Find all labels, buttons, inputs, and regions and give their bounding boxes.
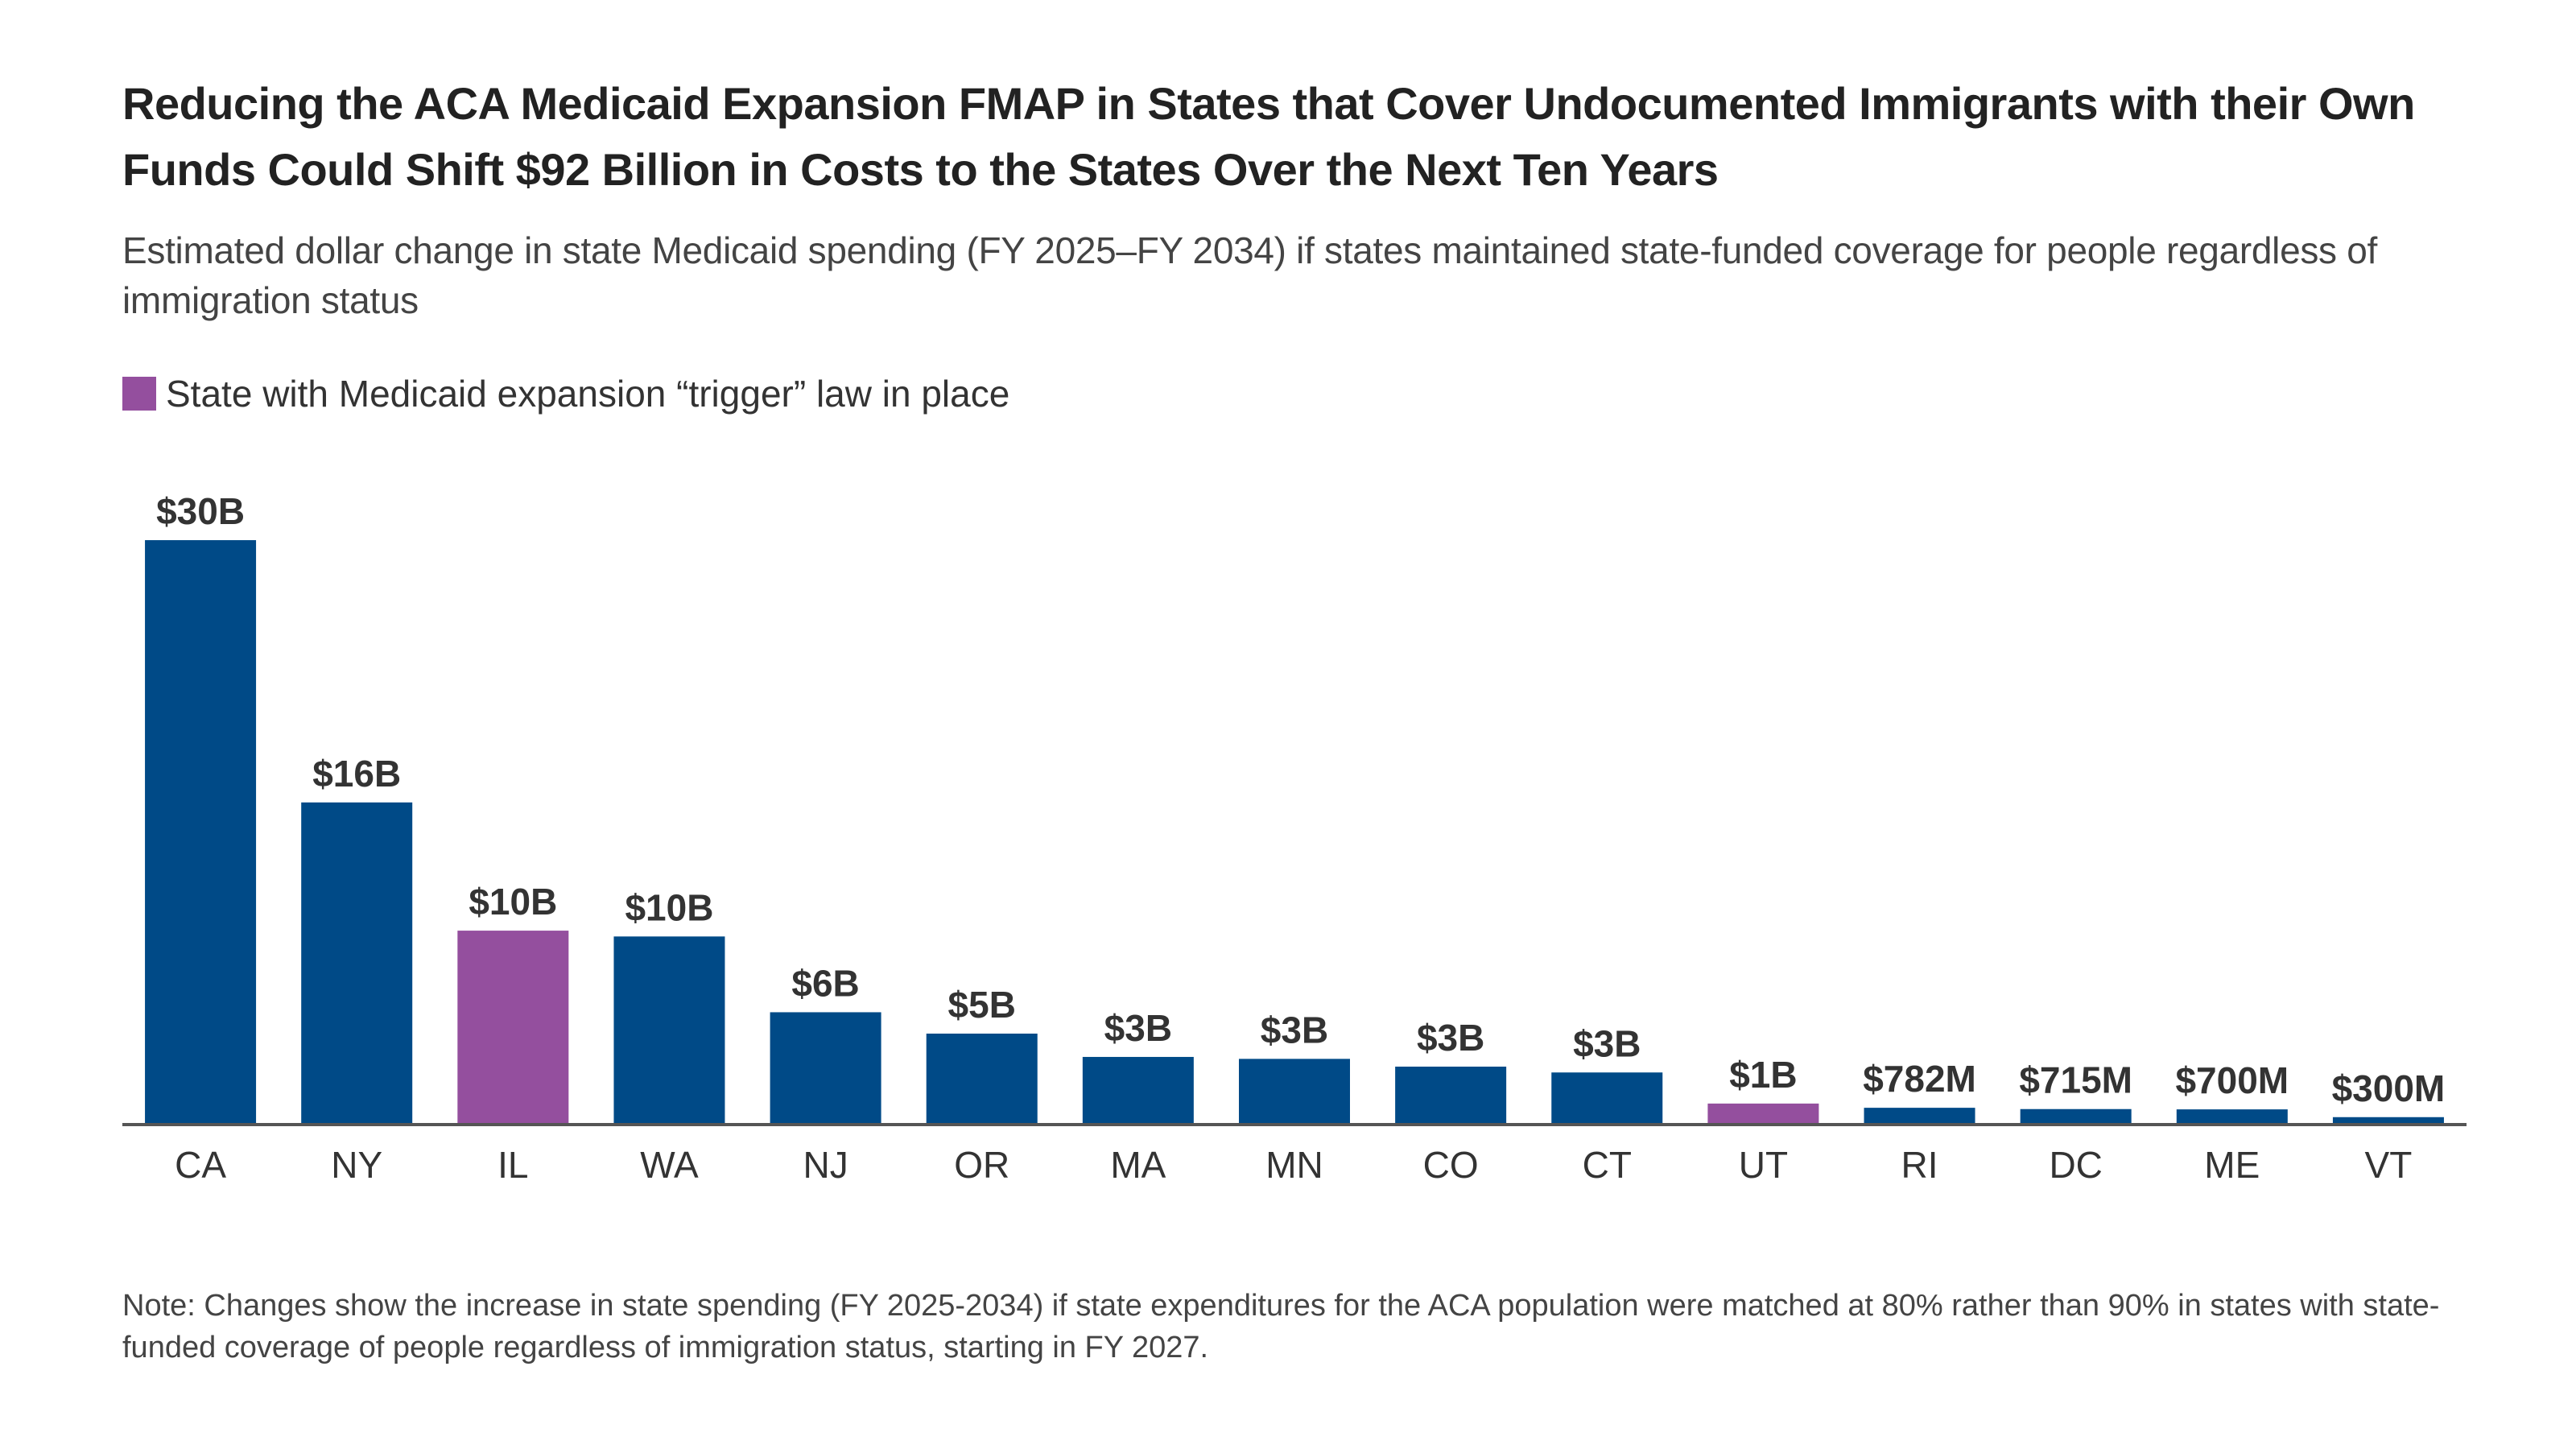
data-label-ma: $3B xyxy=(1104,1007,1172,1049)
x-tick-label-mn: MN xyxy=(1265,1144,1323,1186)
data-label-ct: $3B xyxy=(1573,1022,1641,1064)
x-tick-label-or: OR xyxy=(954,1144,1009,1186)
data-label-nj: $6B xyxy=(791,962,859,1004)
bar-vt xyxy=(2332,1117,2444,1123)
bar-me xyxy=(2176,1109,2288,1123)
x-tick-label-il: IL xyxy=(497,1144,528,1186)
x-tick-label-co: CO xyxy=(1423,1144,1479,1186)
data-label-or: $5B xyxy=(948,984,1016,1026)
chart-title: Reducing the ACA Medicaid Expansion FMAP… xyxy=(122,78,2415,195)
data-label-wa: $10B xyxy=(625,886,713,928)
x-tick-label-vt: VT xyxy=(2365,1144,2413,1186)
bar-dc xyxy=(2020,1108,2132,1123)
bar-ri xyxy=(1864,1108,1975,1123)
data-label-ny: $16B xyxy=(312,753,401,795)
chart-note: Note: Changes show the increase in state… xyxy=(122,1289,2440,1364)
bar-or xyxy=(926,1033,1038,1123)
bar-ut xyxy=(1707,1103,1819,1123)
data-label-co: $3B xyxy=(1417,1017,1484,1059)
x-tick-label-ct: CT xyxy=(1583,1144,1632,1186)
bar-nj xyxy=(770,1012,881,1123)
data-label-dc: $715M xyxy=(2019,1059,2132,1101)
data-label-mn: $3B xyxy=(1261,1009,1328,1051)
data-label-ri: $782M xyxy=(1863,1058,1976,1100)
bar-mn xyxy=(1239,1059,1350,1123)
bar-il xyxy=(457,931,569,1123)
data-label-il: $10B xyxy=(469,881,557,923)
x-tick-label-me: ME xyxy=(2204,1144,2260,1186)
data-label-ca: $30B xyxy=(156,490,245,532)
x-tick-label-wa: WA xyxy=(640,1144,699,1186)
x-tick-label-nj: NJ xyxy=(803,1144,848,1186)
legend-label-trigger: State with Medicaid expansion “trigger” … xyxy=(166,373,1010,415)
data-label-ut: $1B xyxy=(1729,1054,1797,1096)
data-label-vt: $300M xyxy=(2332,1067,2446,1109)
x-tick-label-ri: RI xyxy=(1901,1144,1938,1186)
x-tick-label-ca: CA xyxy=(175,1144,226,1186)
bar-ny xyxy=(301,802,413,1123)
bar-ct xyxy=(1551,1072,1663,1123)
bar-ma xyxy=(1082,1056,1194,1123)
data-label-me: $700M xyxy=(2175,1059,2289,1101)
legend-swatch-trigger xyxy=(122,377,156,411)
bar-wa xyxy=(613,936,725,1123)
bar-ca xyxy=(145,540,257,1123)
x-tick-label-ma: MA xyxy=(1110,1144,1166,1186)
legend: State with Medicaid expansion “trigger” … xyxy=(122,372,1009,415)
chart-subtitle: Estimated dollar change in state Medicai… xyxy=(122,229,2378,321)
x-tick-label-ut: UT xyxy=(1739,1144,1788,1186)
bar-co xyxy=(1395,1067,1507,1123)
x-tick-label-ny: NY xyxy=(331,1144,382,1186)
x-tick-label-dc: DC xyxy=(2049,1144,2102,1186)
